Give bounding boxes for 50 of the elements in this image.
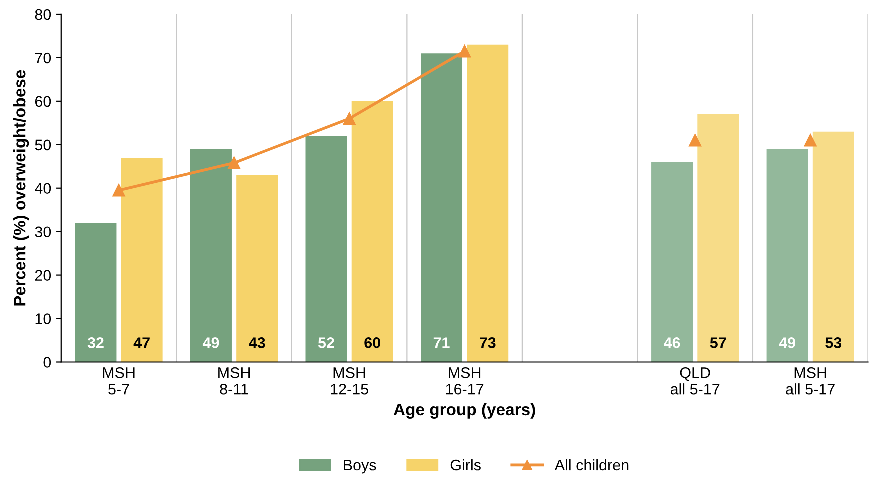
y-tick-label: 20 [35, 270, 52, 281]
y-axis-title: Percent (%) overweight/obese [14, 70, 30, 306]
data-label: 57 [710, 338, 726, 348]
x-axis-title: Age group (years) [394, 403, 536, 419]
x-tick-label: MSH 5-7 [103, 368, 135, 395]
point [458, 45, 472, 58]
bar [467, 44, 509, 362]
point [343, 112, 356, 126]
y-tick-label: 60 [35, 96, 52, 108]
legend-label: All children [554, 459, 629, 471]
legend-label: Girls [450, 459, 481, 471]
data-label: 49 [779, 338, 796, 348]
bar [306, 136, 348, 362]
bar [766, 149, 808, 362]
point [689, 134, 702, 147]
bar [421, 54, 463, 362]
bar [812, 132, 854, 362]
bar [75, 223, 117, 362]
y-tick-label: 80 [35, 9, 52, 20]
bar [121, 158, 163, 362]
y-tick-label: 70 [35, 52, 52, 64]
bar [352, 101, 394, 362]
data-label: 32 [88, 338, 104, 348]
bar [190, 149, 232, 362]
data-label: 49 [202, 338, 220, 348]
data-label: 53 [826, 338, 842, 348]
data-label: 60 [364, 338, 380, 348]
y-tick-label: 50 [35, 140, 52, 151]
data-label: 47 [134, 338, 150, 348]
x-tick-label: QLD all 5-17 [670, 368, 720, 395]
data-label: 43 [249, 338, 266, 348]
x-tick-label: MSH all 5-17 [786, 368, 835, 395]
data-label: 52 [318, 338, 334, 348]
x-tick-label: MSH 16-17 [446, 368, 484, 395]
y-tick-label: 10 [36, 314, 52, 324]
point [804, 134, 817, 147]
point [112, 184, 126, 197]
bar [698, 114, 740, 362]
point [228, 156, 241, 170]
data-label: 71 [434, 338, 450, 348]
data-label: 73 [480, 338, 496, 348]
data-label: 46 [664, 338, 680, 348]
y-tick-label: 30 [35, 226, 52, 238]
x-tick-label: MSH 8-11 [218, 368, 250, 395]
legend-label: Boys [344, 460, 376, 474]
bar [236, 175, 278, 362]
x-tick-label: MSH 12-15 [331, 368, 368, 395]
y-tick-label: 40 [35, 183, 52, 194]
bar [652, 162, 694, 362]
y-tick-label: 0 [44, 357, 52, 368]
